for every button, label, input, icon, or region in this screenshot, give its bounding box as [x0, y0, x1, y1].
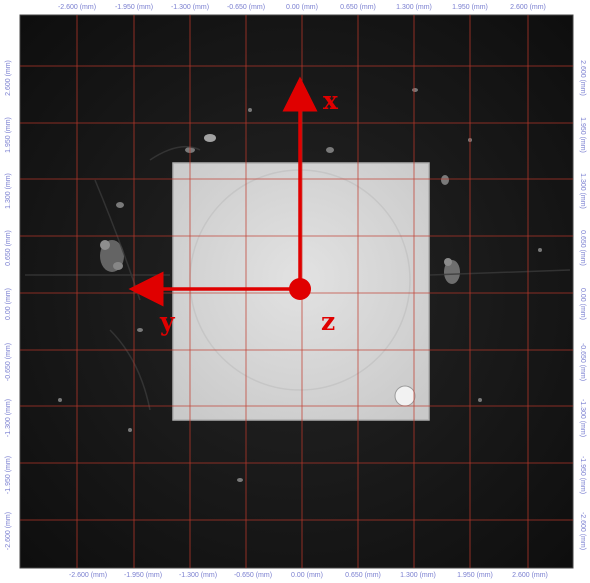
x-tick-top: 0.00 (mm)	[286, 4, 318, 11]
y-tick-right: -2.600 (mm)	[579, 511, 586, 551]
z-axis-origin	[289, 278, 311, 300]
x-tick-bottom: 1.950 (mm)	[457, 572, 493, 579]
y-tick-right: 0.650 (mm)	[579, 230, 586, 266]
x-tick-top: 2.600 (mm)	[510, 4, 546, 11]
x-tick-top: 0.650 (mm)	[340, 4, 376, 11]
y-tick-left: -0.650 (mm)	[5, 342, 12, 382]
y-tick-left: 2.600 (mm)	[5, 60, 12, 96]
y-tick-right: 1.300 (mm)	[579, 173, 586, 209]
y-tick-right: -0.650 (mm)	[579, 342, 586, 382]
x-tick-top: -2.600 (mm)	[57, 4, 97, 11]
debris	[58, 88, 542, 482]
y-tick-right: 1.950 (mm)	[579, 117, 586, 153]
y-tick-left: 0.650 (mm)	[5, 230, 12, 266]
x-axis-label: x	[323, 86, 338, 115]
x-tick-bottom: -1.300 (mm)	[178, 572, 218, 579]
x-tick-bottom: 0.00 (mm)	[291, 572, 323, 579]
x-tick-bottom: -1.950 (mm)	[123, 572, 163, 579]
coordinate-axes-overlay	[128, 76, 318, 307]
y-axis-label: y	[160, 307, 175, 336]
x-tick-top: -1.950 (mm)	[114, 4, 154, 11]
x-tick-top: 1.950 (mm)	[452, 4, 488, 11]
x-tick-bottom: 2.600 (mm)	[512, 572, 548, 579]
y-tick-right: 0.00 (mm)	[579, 288, 586, 320]
y-tick-left: 1.950 (mm)	[5, 117, 12, 153]
x-tick-bottom: -0.650 (mm)	[233, 572, 273, 579]
y-tick-left: 0.00 (mm)	[5, 288, 12, 320]
y-tick-left: -2.600 (mm)	[5, 511, 12, 551]
x-tick-bottom: 1.300 (mm)	[400, 572, 436, 579]
die-corner-dot	[394, 385, 416, 407]
y-tick-left: -1.950 (mm)	[5, 455, 12, 495]
y-tick-left: -1.300 (mm)	[5, 398, 12, 438]
x-tick-top: -0.650 (mm)	[226, 4, 266, 11]
x-tick-bottom: -2.600 (mm)	[68, 572, 108, 579]
x-tick-bottom: 0.650 (mm)	[345, 572, 381, 579]
y-tick-left: 1.300 (mm)	[5, 173, 12, 209]
z-axis-label: z	[321, 307, 336, 336]
y-tick-right: 2.600 (mm)	[579, 60, 586, 96]
y-tick-right: -1.950 (mm)	[579, 455, 586, 495]
x-tick-top: -1.300 (mm)	[170, 4, 210, 11]
image-frame	[19, 14, 574, 569]
y-tick-right: -1.300 (mm)	[579, 398, 586, 438]
x-tick-top: 1.300 (mm)	[396, 4, 432, 11]
